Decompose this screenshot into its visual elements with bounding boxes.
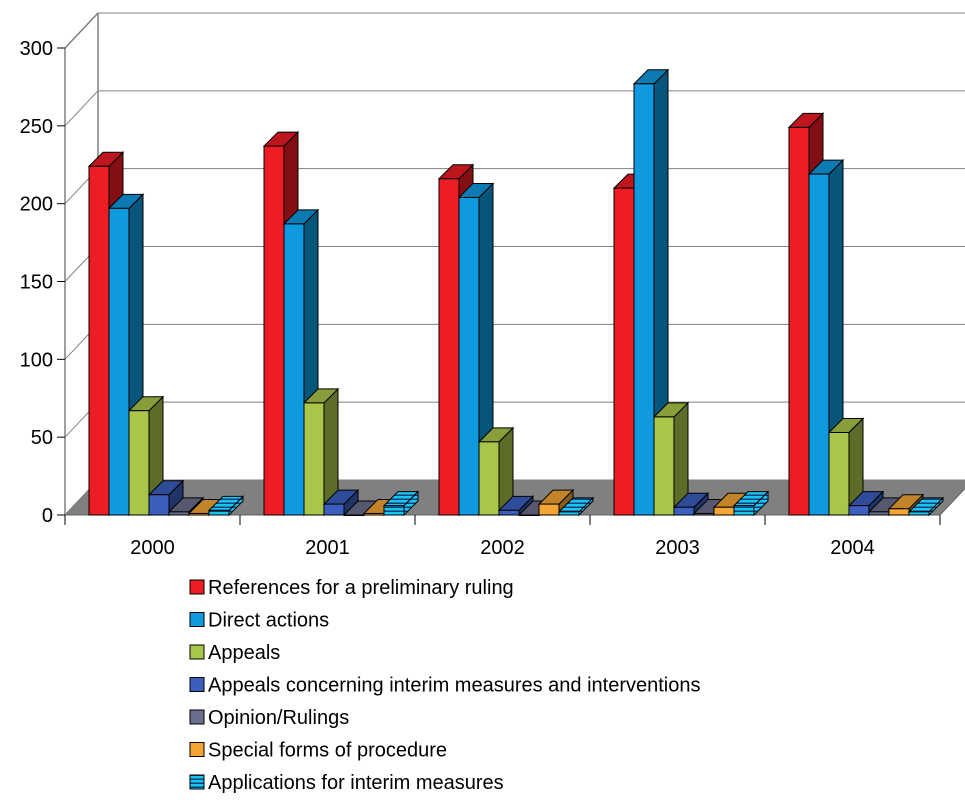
bar-front [188,512,210,516]
bar [477,426,515,517]
legend-label: Appeals concerning interim measures and … [208,675,701,697]
legend-item: Appeals [189,642,280,664]
legend-label: Opinion/Rulings [208,707,349,729]
y-tick-label: 0 [42,505,53,527]
bar-front [148,494,170,516]
legend-label: Special forms of procedure [208,740,447,762]
legend-swatch [189,774,205,790]
y-tick-label: 100 [20,349,53,371]
bar-front [633,83,655,516]
y-tick-label: 150 [20,272,53,294]
bars [87,68,945,517]
bar-front [558,511,580,516]
legend-item: Special forms of procedure [189,740,447,762]
bar-front [498,509,520,516]
legend-item: Applications for interim measures [189,772,504,794]
bar [382,490,420,517]
bar-front [323,503,345,516]
bar-front [128,410,150,516]
bar [302,387,340,517]
bar [732,490,770,517]
y-axis: 0 50 100 150 200 250 300 [20,38,65,527]
legend-item: Direct actions [189,610,329,632]
bar-front [868,511,890,516]
legend-item: Appeals concerning interim measures and … [189,675,701,697]
bar [907,496,945,517]
bar-front [788,126,810,516]
bar-front [713,506,735,516]
bar [827,417,865,517]
bar-front [888,508,910,516]
bar-front [208,509,230,516]
x-tick-label: 2001 [305,537,350,559]
bar-front [613,187,635,516]
bar-front [673,506,695,516]
bar-front [518,514,540,516]
bar-front [383,505,405,516]
y-tick-label: 50 [31,427,53,449]
bar-front [108,207,130,516]
legend-swatch [189,612,205,627]
gridline-depth [64,12,99,49]
bar [632,68,670,517]
y-tick-label: 200 [20,194,53,216]
legend-label: Direct actions [208,610,329,632]
bar-front [263,145,285,516]
legend: References for a preliminary ruling Direc… [189,577,701,794]
legend-swatch [189,742,205,757]
bar-front [88,165,110,516]
legend-label: References for a preliminary ruling [208,577,514,599]
bar-front [908,511,930,516]
x-axis: 2000 2001 2002 2003 2004 [64,515,941,559]
bar-front [343,514,365,516]
bar-front [363,512,385,516]
y-tick-label: 250 [20,116,53,138]
legend-swatch [189,579,205,595]
bar [557,496,595,517]
bar-front [438,178,460,516]
bar [107,193,145,517]
bar-front [168,511,190,516]
gridline-depth [64,90,99,127]
bar-front [283,223,305,516]
x-tick-label: 2002 [480,537,525,559]
bar-front [733,505,755,516]
legend-label: Applications for interim measures [208,772,504,794]
bar-front [478,441,500,516]
legend-label: Appeals [208,642,280,664]
bar [207,495,245,517]
bar-front [538,503,560,516]
legend-item: Opinion/Rulings [189,707,349,729]
bar-front [848,505,870,516]
x-tick-label: 2000 [130,537,175,559]
bar-front [828,431,850,516]
x-tick-label: 2004 [830,537,875,559]
legend-swatch [189,709,205,725]
legend-swatch [189,677,205,692]
bar-front [653,416,675,516]
y-tick-label: 300 [20,38,53,60]
bar [652,401,690,517]
x-tick-label: 2003 [655,537,700,559]
legend-swatch [189,644,205,660]
bar-front [693,512,715,516]
legend-item: References for a preliminary ruling [189,577,514,599]
bar-front [458,196,480,516]
bar-front [303,402,325,516]
bar [457,182,495,517]
bar-front [808,173,830,516]
